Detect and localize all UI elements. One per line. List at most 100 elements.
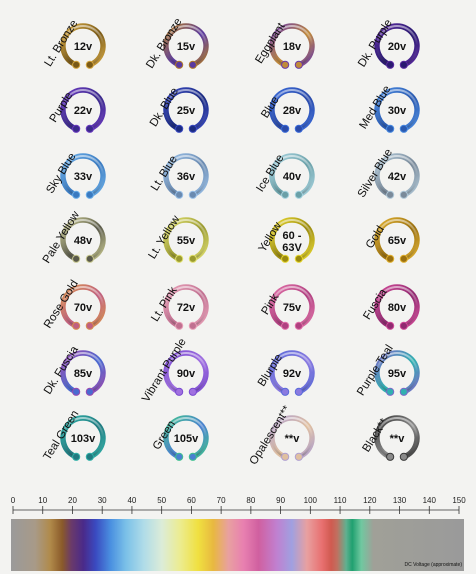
- ring-voltage-label: 103v: [71, 433, 96, 445]
- ring-highlight: [62, 219, 104, 260]
- x-tick-label: 130: [393, 496, 407, 505]
- ring-highlight: [376, 352, 418, 393]
- ring-highlight: [62, 417, 104, 458]
- ring-bead: [188, 321, 197, 330]
- ring-bead: [294, 254, 303, 263]
- ring-highlight: [271, 219, 313, 260]
- ring-bead: [188, 387, 197, 396]
- ring-highlight: [62, 155, 104, 196]
- x-tick-label: 30: [98, 496, 107, 505]
- x-tick-label: 70: [217, 496, 226, 505]
- ring-voltage-label: 65v: [388, 235, 407, 247]
- ring-voltage-label: 90v: [177, 368, 196, 380]
- ring-bead: [175, 60, 184, 69]
- ring-voltage-label: **v: [390, 433, 406, 445]
- ring-bead: [281, 452, 290, 461]
- ring-highlight: [271, 155, 313, 196]
- x-tick-label: 100: [304, 496, 318, 505]
- ring-color-name: Ice Blue: [254, 153, 286, 195]
- ring-bead: [188, 254, 197, 263]
- ring-bead: [294, 124, 303, 133]
- ring-bead: [281, 321, 290, 330]
- ring-color-name: Blurple: [256, 352, 285, 389]
- ring-bead: [294, 452, 303, 461]
- ring-bead: [85, 124, 94, 133]
- ring-color-name: Purple: [48, 90, 76, 125]
- ring-highlight: [165, 352, 207, 393]
- ring-bead: [386, 254, 395, 263]
- ring-voltage-label: 85v: [74, 368, 93, 380]
- ring-bead: [175, 190, 184, 199]
- x-axis-label: DC Voltage (approximate): [404, 562, 462, 568]
- ring-highlight: [62, 352, 104, 393]
- ring-bead: [175, 387, 184, 396]
- x-tick-label: 110: [334, 496, 347, 505]
- ring-color-name: Black**: [361, 416, 391, 454]
- ring-voltage-label: 20v: [388, 41, 407, 53]
- ring-bead: [386, 321, 395, 330]
- ring-bead: [399, 254, 408, 263]
- ring-highlight: [376, 25, 418, 66]
- ring-bead: [72, 254, 81, 263]
- ring-voltage-label: 95v: [388, 368, 407, 380]
- ring-voltage-label: 12v: [74, 41, 93, 53]
- ring-bead: [188, 452, 197, 461]
- ring-voltage-label: 92v: [283, 368, 302, 380]
- ring-voltage-label: 28v: [283, 105, 302, 117]
- ring-voltage-label: 33v: [74, 171, 93, 183]
- ring-voltage-label: 75v: [283, 302, 302, 314]
- ring-color-name: Lt. Blue: [149, 154, 180, 193]
- ring-bead: [281, 254, 290, 263]
- x-tick-label: 150: [452, 496, 466, 505]
- ring-voltage-label: 70v: [74, 302, 93, 314]
- ring-bead: [281, 190, 290, 199]
- ring-voltage-label: 105v: [174, 433, 199, 445]
- ring-bead: [386, 60, 395, 69]
- ring-voltage-label: 55v: [177, 235, 196, 247]
- x-tick-label: 50: [157, 496, 166, 505]
- ring-voltage-label: 80v: [388, 302, 407, 314]
- ring-color-name: Yellow: [257, 220, 285, 255]
- ring-voltage-label: 18v: [283, 41, 302, 53]
- ring-bead: [85, 452, 94, 461]
- ring-highlight: [62, 89, 104, 130]
- ring-bead: [399, 321, 408, 330]
- ring-highlight: [271, 25, 313, 66]
- ring-bead: [188, 60, 197, 69]
- ring-bead: [85, 321, 94, 330]
- ring-voltage-label: 25v: [177, 105, 196, 117]
- ring-voltage-label: 42v: [388, 171, 407, 183]
- ring-voltage-label: 22v: [74, 105, 93, 117]
- ring-highlight: [165, 155, 207, 196]
- ring-bead: [294, 321, 303, 330]
- ring-voltage-label: 36v: [177, 171, 196, 183]
- ring-bead: [386, 124, 395, 133]
- ring-highlight: [62, 286, 104, 327]
- ring-bead: [386, 387, 395, 396]
- ring-highlight: [165, 219, 207, 260]
- voltage-axis: 0 10 20 30 40 50 60 70 80 90 100 110 120 130 140 150: [11, 496, 466, 514]
- ring-highlight: [165, 286, 207, 327]
- ring-bead: [72, 60, 81, 69]
- x-tick-label: 10: [38, 496, 47, 505]
- ring-bead: [399, 124, 408, 133]
- ring-highlight: [376, 417, 418, 458]
- ring-bead: [175, 452, 184, 461]
- x-tick-label: 140: [423, 496, 437, 505]
- ring-highlight: [376, 89, 418, 130]
